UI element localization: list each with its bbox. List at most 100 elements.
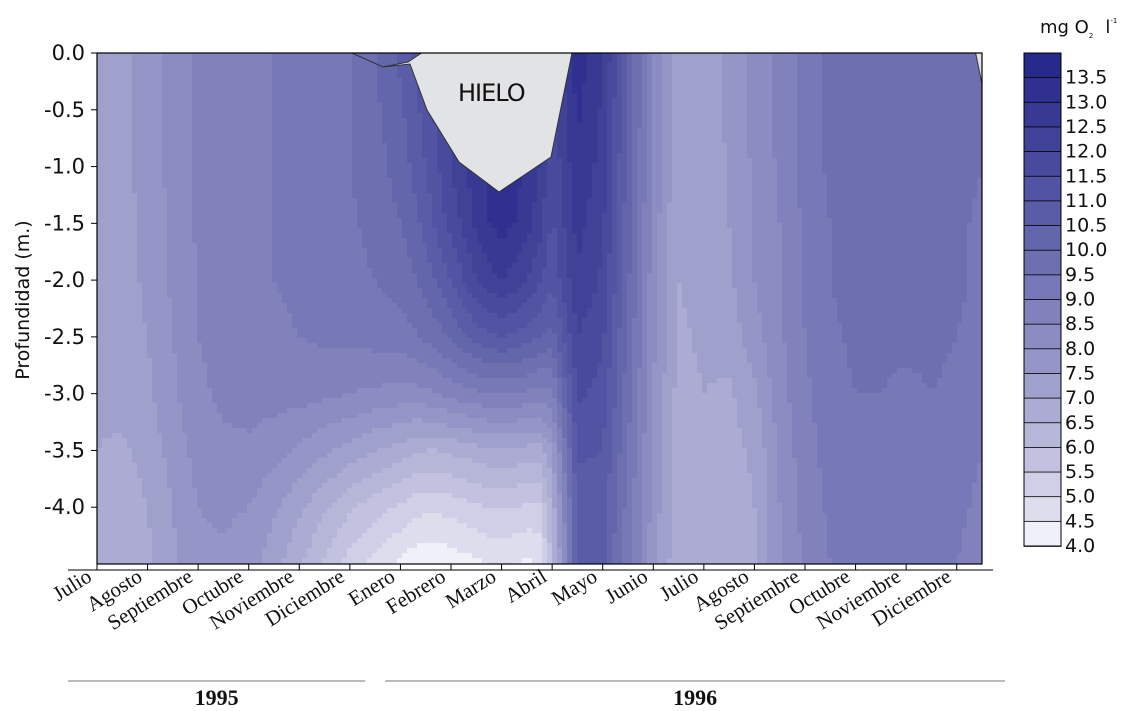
contour-cell <box>912 58 918 64</box>
contour-cell <box>572 173 578 179</box>
contour-cell <box>407 83 413 89</box>
contour-cell <box>752 53 758 59</box>
contour-cell <box>187 88 193 94</box>
contour-cell <box>947 73 953 79</box>
contour-cell <box>912 153 918 159</box>
contour-cell <box>347 158 353 164</box>
contour-cell <box>347 138 353 144</box>
contour-cell <box>287 153 293 159</box>
contour-cell <box>672 158 678 164</box>
contour-cell <box>862 83 868 89</box>
contour-cell <box>602 138 608 144</box>
contour-cell <box>132 108 138 114</box>
contour-cell <box>107 113 113 119</box>
contour-cell <box>122 188 128 194</box>
contour-cell <box>97 153 103 159</box>
contour-cell <box>447 183 453 189</box>
contour-cell <box>697 78 703 84</box>
contour-cell <box>172 148 178 154</box>
contour-cell <box>327 98 333 104</box>
contour-cell <box>822 93 828 99</box>
contour-cell <box>137 178 143 184</box>
contour-cell <box>117 103 123 109</box>
contour-cell <box>952 173 958 179</box>
contour-cell <box>827 128 833 134</box>
contour-cell <box>777 178 783 184</box>
contour-cell <box>397 98 403 104</box>
contour-cell <box>242 108 248 114</box>
contour-cell <box>297 158 303 164</box>
contour-cell <box>612 158 618 164</box>
contour-cell <box>882 118 888 124</box>
contour-cell <box>197 58 203 64</box>
contour-cell <box>852 108 858 114</box>
contour-cell <box>677 103 683 109</box>
contour-cell <box>162 113 168 119</box>
contour-cell <box>662 168 668 174</box>
contour-cell <box>847 123 853 129</box>
contour-cell <box>222 163 228 169</box>
contour-cell <box>707 113 713 119</box>
contour-cell <box>432 148 438 154</box>
contour-cell <box>732 143 738 149</box>
contour-cell <box>157 83 163 89</box>
contour-cell <box>132 153 138 159</box>
contour-cell <box>437 138 443 144</box>
contour-cell <box>197 158 203 164</box>
contour-cell <box>732 93 738 99</box>
contour-cell <box>737 153 743 159</box>
contour-cell <box>702 163 708 169</box>
contour-cell <box>677 188 683 194</box>
contour-cell <box>427 173 433 179</box>
contour-cell <box>777 123 783 129</box>
contour-cell <box>337 108 343 114</box>
contour-cell <box>182 68 188 74</box>
contour-cell <box>227 183 233 189</box>
contour-cell <box>127 193 133 199</box>
contour-cell <box>417 93 423 99</box>
contour-cell <box>217 138 223 144</box>
contour-cell <box>622 133 628 139</box>
contour-cell <box>402 188 408 194</box>
contour-cell <box>172 128 178 134</box>
contour-cell <box>957 58 963 64</box>
contour-cell <box>867 143 873 149</box>
contour-cell <box>387 73 393 79</box>
contour-cell <box>912 118 918 124</box>
contour-cell <box>942 173 948 179</box>
contour-cell <box>202 123 208 129</box>
contour-cell <box>737 158 743 164</box>
contour-cell <box>157 58 163 64</box>
contour-cell <box>607 133 613 139</box>
contour-cell <box>772 178 778 184</box>
contour-cell <box>582 178 588 184</box>
contour-cell <box>862 93 868 99</box>
contour-cell <box>702 158 708 164</box>
contour-cell <box>902 63 908 69</box>
contour-cell <box>212 83 218 89</box>
contour-cell <box>767 98 773 104</box>
contour-cell <box>772 88 778 94</box>
contour-cell <box>217 118 223 124</box>
contour-cell <box>392 113 398 119</box>
contour-cell <box>842 73 848 79</box>
contour-cell <box>367 88 373 94</box>
contour-cell <box>407 133 413 139</box>
contour-cell <box>972 88 978 94</box>
contour-cell <box>172 53 178 59</box>
contour-cell <box>282 63 288 69</box>
contour-cell <box>422 123 428 129</box>
contour-cell <box>682 93 688 99</box>
contour-cell <box>747 148 753 154</box>
contour-cell <box>127 173 133 179</box>
contour-cell <box>867 63 873 69</box>
contour-cell <box>287 58 293 64</box>
contour-cell <box>392 53 398 59</box>
contour-cell <box>197 193 203 199</box>
contour-cell <box>827 118 833 124</box>
contour-cell <box>377 73 383 79</box>
contour-cell <box>947 123 953 129</box>
contour-cell <box>862 153 868 159</box>
contour-cell <box>802 83 808 89</box>
contour-cell <box>127 83 133 89</box>
